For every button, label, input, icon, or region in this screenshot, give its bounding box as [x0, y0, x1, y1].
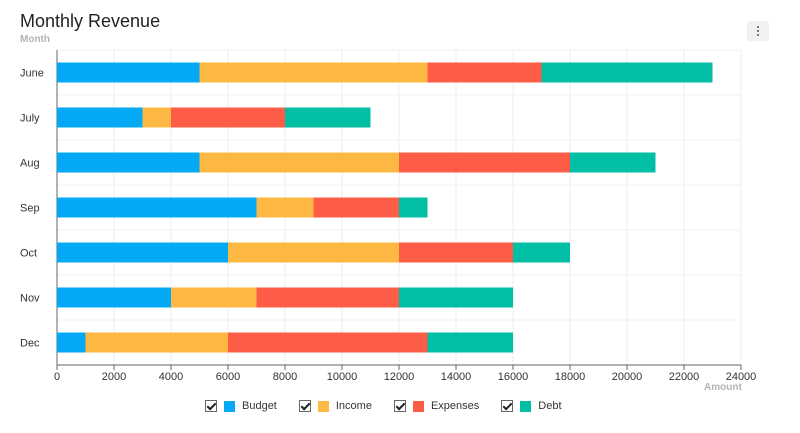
- legend-item-expenses[interactable]: Expenses: [393, 400, 480, 412]
- bar-expenses-june: [427, 62, 542, 83]
- x-axis-title: Amount: [704, 382, 742, 393]
- bar-income-july: [142, 107, 171, 128]
- legend-swatch: [520, 400, 532, 412]
- chart-legend: Budget Income Expenses Debt: [205, 400, 562, 412]
- y-tick-label: Nov: [20, 293, 40, 305]
- y-tick-label: July: [20, 113, 40, 125]
- x-tick-label: 2000: [102, 371, 126, 383]
- x-tick-label: 10000: [327, 371, 358, 383]
- legend-item-debt[interactable]: Debt: [501, 400, 562, 412]
- y-axis-title: Month: [20, 34, 50, 45]
- bar-income-sep: [256, 197, 314, 218]
- more-vertical-icon: [757, 26, 759, 36]
- x-tick-label: 22000: [669, 371, 700, 383]
- x-tick-label: 14000: [441, 371, 472, 383]
- bar-debt-sep: [399, 197, 428, 218]
- x-tick-label: 12000: [384, 371, 415, 383]
- legend-label: Income: [335, 400, 372, 412]
- bar-expenses-dec: [228, 332, 428, 353]
- bar-income-dec: [85, 332, 228, 353]
- bar-debt-aug: [570, 152, 656, 173]
- bar-budget-oct: [57, 242, 228, 263]
- bar-income-oct: [228, 242, 399, 263]
- chart-menu-button[interactable]: [747, 21, 769, 41]
- checkbox-icon[interactable]: [205, 400, 217, 412]
- y-tick-label: Dec: [20, 338, 40, 350]
- bar-expenses-nov: [256, 287, 399, 308]
- bar-expenses-sep: [313, 197, 399, 218]
- y-tick-label: Aug: [20, 158, 40, 170]
- y-tick-label: Sep: [20, 203, 40, 215]
- legend-swatch: [317, 400, 329, 412]
- legend-label: Debt: [538, 400, 562, 412]
- y-tick-label: June: [20, 68, 44, 80]
- x-tick-label: 4000: [159, 371, 183, 383]
- bar-budget-sep: [57, 197, 257, 218]
- legend-swatch: [224, 400, 235, 412]
- bar-budget-july: [57, 107, 143, 128]
- checkbox-icon[interactable]: [501, 400, 514, 412]
- chart-title: Monthly Revenue: [20, 11, 161, 31]
- bar-debt-dec: [427, 332, 513, 353]
- x-tick-label: 24000: [726, 371, 757, 383]
- legend-item-budget[interactable]: Budget: [205, 400, 277, 412]
- bar-income-aug: [199, 152, 399, 173]
- x-tick-label: 18000: [555, 371, 586, 383]
- bar-debt-oct: [513, 242, 570, 263]
- bar-budget-aug: [57, 152, 200, 173]
- bar-expenses-aug: [399, 152, 570, 173]
- bar-income-nov: [171, 287, 257, 308]
- bar-expenses-oct: [399, 242, 513, 263]
- bar-budget-dec: [57, 332, 86, 353]
- bar-budget-june: [57, 62, 200, 83]
- bar-debt-nov: [399, 287, 513, 308]
- x-tick-label: 0: [54, 371, 60, 383]
- x-tick-label: 6000: [216, 371, 240, 383]
- checkbox-icon[interactable]: [393, 400, 406, 412]
- checkbox-icon[interactable]: [298, 400, 311, 412]
- legend-swatch: [412, 400, 424, 412]
- bar-debt-july: [285, 107, 371, 128]
- bar-expenses-july: [171, 107, 285, 128]
- legend-label: Budget: [242, 400, 277, 412]
- bar-debt-june: [541, 62, 713, 83]
- legend-item-income[interactable]: Income: [298, 400, 372, 412]
- x-tick-label: 8000: [273, 371, 297, 383]
- bar-income-june: [199, 62, 428, 83]
- x-tick-label: 16000: [498, 371, 529, 383]
- y-tick-label: Oct: [20, 248, 37, 260]
- bar-budget-nov: [57, 287, 171, 308]
- x-tick-label: 20000: [612, 371, 643, 383]
- legend-label: Expenses: [430, 400, 480, 412]
